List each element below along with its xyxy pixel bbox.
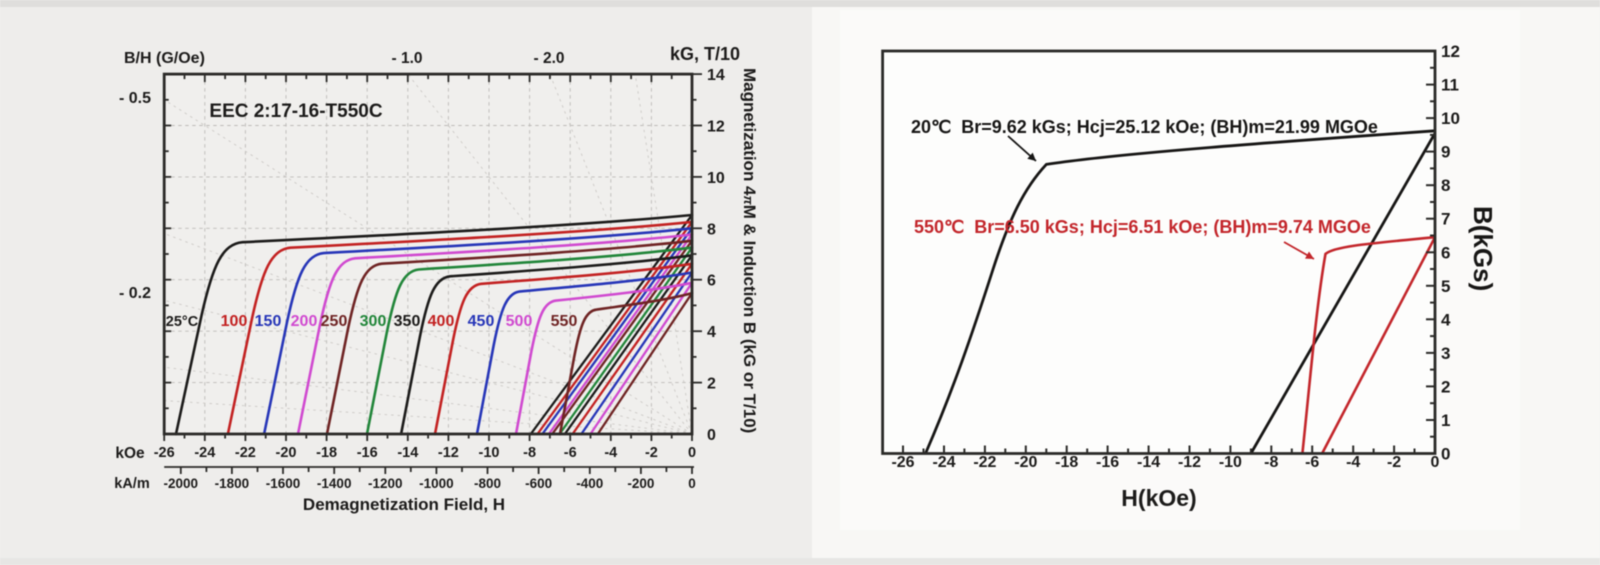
svg-text:-12: -12 <box>438 445 459 461</box>
svg-text:-20: -20 <box>276 445 297 461</box>
svg-text:0: 0 <box>1431 454 1440 471</box>
svg-text:-6: -6 <box>564 445 577 461</box>
svg-text:-16: -16 <box>1096 454 1119 471</box>
svg-text:-800: -800 <box>474 476 501 491</box>
svg-text:-1400: -1400 <box>317 476 352 491</box>
svg-text:10: 10 <box>707 170 725 187</box>
svg-text:400: 400 <box>428 313 455 330</box>
svg-text:550: 550 <box>551 313 578 330</box>
svg-text:-18: -18 <box>1055 454 1078 471</box>
svg-text:0: 0 <box>707 427 716 444</box>
svg-text:0: 0 <box>1441 445 1450 464</box>
svg-text:-1800: -1800 <box>215 476 250 491</box>
svg-text:-16: -16 <box>357 445 378 461</box>
svg-text:7: 7 <box>1441 210 1450 229</box>
svg-text:350: 350 <box>394 313 421 330</box>
svg-text:8: 8 <box>1441 176 1450 195</box>
svg-text:-14: -14 <box>397 445 418 461</box>
svg-text:- 1.0: - 1.0 <box>391 50 422 67</box>
svg-text:kA/m: kA/m <box>114 476 149 492</box>
svg-text:-24: -24 <box>932 454 955 471</box>
svg-text:4: 4 <box>1441 310 1451 329</box>
svg-text:kG, T/10: kG, T/10 <box>670 44 740 64</box>
svg-text:4: 4 <box>707 324 716 341</box>
svg-text:6: 6 <box>707 273 716 290</box>
svg-text:-18: -18 <box>316 445 337 461</box>
svg-text:-200: -200 <box>627 476 654 491</box>
svg-text:-10: -10 <box>1219 454 1242 471</box>
svg-text:-2000: -2000 <box>164 476 199 491</box>
svg-text:-4: -4 <box>1346 454 1360 471</box>
svg-text:- 2.0: - 2.0 <box>533 50 564 67</box>
svg-text:20℃ Br=9.62 kGs; Hcj=25.12 kO: 20℃ Br=9.62 kGs; Hcj=25.12 kOe; (BH)m=21… <box>911 117 1378 137</box>
svg-text:5: 5 <box>1441 277 1450 296</box>
svg-text:-14: -14 <box>1137 454 1160 471</box>
svg-text:14: 14 <box>707 67 725 84</box>
svg-text:-8: -8 <box>523 445 536 461</box>
svg-text:B(kGs): B(kGs) <box>1468 206 1498 291</box>
svg-text:-1200: -1200 <box>368 476 403 491</box>
svg-text:9: 9 <box>1441 143 1450 162</box>
svg-text:-400: -400 <box>576 476 603 491</box>
svg-text:0: 0 <box>688 445 696 461</box>
svg-text:25°C: 25°C <box>166 314 199 330</box>
svg-text:10: 10 <box>1441 109 1460 128</box>
svg-text:-4: -4 <box>604 445 617 461</box>
svg-text:-22: -22 <box>235 445 256 461</box>
svg-text:-24: -24 <box>194 445 215 461</box>
svg-text:EEC 2:17-16-T550C: EEC 2:17-16-T550C <box>209 101 382 122</box>
svg-text:200: 200 <box>291 313 318 330</box>
svg-text:-8: -8 <box>1264 454 1278 471</box>
svg-text:Demagnetization Field, H: Demagnetization Field, H <box>303 495 505 514</box>
svg-text:8: 8 <box>707 221 716 238</box>
svg-text:-2: -2 <box>645 445 658 461</box>
svg-text:B/H (G/Oe): B/H (G/Oe) <box>124 50 205 67</box>
svg-text:-600: -600 <box>525 476 552 491</box>
svg-text:11: 11 <box>1441 76 1459 95</box>
svg-text:0: 0 <box>688 476 696 491</box>
svg-text:550℃ Br=6.50 kGs; Hcj=6.51 kO: 550℃ Br=6.50 kGs; Hcj=6.51 kOe; (BH)m=9.… <box>914 217 1371 237</box>
svg-text:-2: -2 <box>1387 454 1401 471</box>
svg-text:12: 12 <box>1441 42 1460 61</box>
svg-text:1: 1 <box>1441 411 1450 430</box>
svg-text:250: 250 <box>321 313 348 330</box>
svg-text:-1000: -1000 <box>419 476 454 491</box>
svg-text:-26: -26 <box>891 454 914 471</box>
svg-text:2: 2 <box>1441 377 1450 396</box>
svg-text:-6: -6 <box>1305 454 1319 471</box>
svg-text:-12: -12 <box>1178 454 1201 471</box>
svg-text:-1600: -1600 <box>266 476 301 491</box>
svg-text:12: 12 <box>707 119 725 136</box>
svg-text:- 0.2: - 0.2 <box>119 285 151 302</box>
svg-text:-26: -26 <box>154 445 175 461</box>
svg-text:kOe: kOe <box>115 445 145 462</box>
svg-text:-22: -22 <box>973 454 996 471</box>
svg-text:-20: -20 <box>1014 454 1037 471</box>
svg-text:500: 500 <box>506 313 533 330</box>
svg-text:150: 150 <box>255 313 282 330</box>
svg-text:100: 100 <box>221 313 248 330</box>
svg-text:3: 3 <box>1441 344 1450 363</box>
svg-text:Magnetization 4πM & Induction: Magnetization 4πM & Induction B (kG or T… <box>740 68 759 433</box>
svg-text:H(kOe): H(kOe) <box>1121 485 1196 511</box>
svg-text:- 0.5: - 0.5 <box>119 90 151 107</box>
svg-text:6: 6 <box>1441 243 1450 262</box>
svg-text:2: 2 <box>707 376 716 393</box>
svg-text:-10: -10 <box>479 445 500 461</box>
svg-text:300: 300 <box>360 313 387 330</box>
svg-text:450: 450 <box>468 313 495 330</box>
